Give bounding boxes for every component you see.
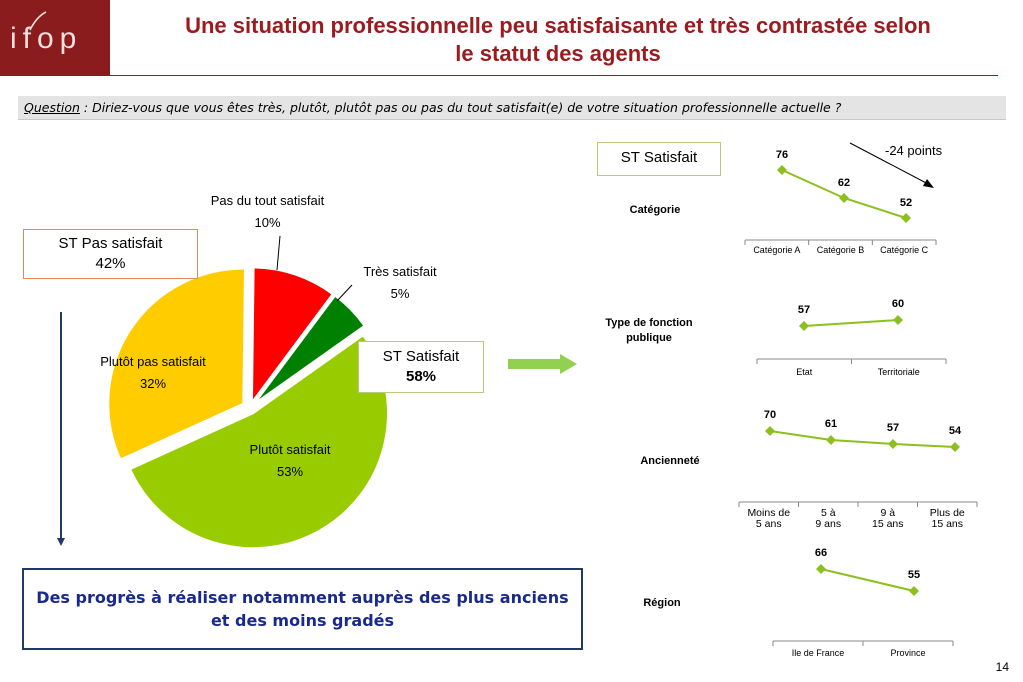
slice-pas-du-tout-satisfait <box>250 266 335 406</box>
point-anciennete <box>888 439 898 449</box>
label-tres-value: 5% <box>390 286 410 301</box>
logo-text: ifop <box>10 22 82 55</box>
conclusion-line-1: Des progrès à réaliser notamment auprès … <box>36 588 569 607</box>
label-plutot-pas: Plutôt pas satisfait 32% <box>78 351 228 395</box>
row-label-fonction-l2: publique <box>626 332 672 344</box>
point-categorie <box>839 193 849 203</box>
trend-arrow-head <box>923 179 934 188</box>
st-pas-satisfait-value: 42% <box>95 255 126 272</box>
point-region <box>909 586 919 596</box>
tick-label-categorie: Catégorie B <box>817 245 865 255</box>
point-anciennete <box>826 435 836 445</box>
row-label-region: Région <box>643 597 681 609</box>
series-line-region <box>820 568 915 592</box>
title-divider <box>110 75 998 76</box>
leader-tres <box>336 284 353 302</box>
label-plutot-name: Plutôt satisfait <box>249 442 331 457</box>
row-label-categorie: Catégorie <box>629 204 681 216</box>
label-tres-name: Très satisfait <box>363 264 437 279</box>
tick-label-region: Ile de France <box>792 648 845 658</box>
line-chart-region: Ile de France Province 66 55 <box>772 547 954 658</box>
series-line-fonction <box>803 319 899 327</box>
right-arrow <box>508 354 577 374</box>
slice-plutot-pas-satisfait <box>107 267 247 461</box>
st-satisfait-box: ST Satisfait 58% <box>358 341 484 393</box>
drop-label: -24 points <box>885 143 943 158</box>
label-tres: Très satisfait 5% <box>340 261 460 305</box>
value-label-categorie: 76 <box>776 149 788 161</box>
value-label-anciennete: 70 <box>764 409 776 421</box>
title-line-1: Une situation professionnelle peu satisf… <box>185 13 931 38</box>
tick-label-fonction: Territoriale <box>878 367 920 377</box>
point-fonction <box>799 321 809 331</box>
st-satisfait-label: ST Satisfait <box>382 348 460 365</box>
row-label-fonction-l1: Type de fonction <box>605 317 693 329</box>
st-pas-satisfait-label: ST Pas satisfait <box>58 235 163 252</box>
value-label-fonction: 57 <box>798 304 810 316</box>
tick-label-anciennete: 9 à 15 ans <box>872 507 904 530</box>
point-categorie <box>901 213 911 223</box>
st-pas-satisfait-box: ST Pas satisfait 42% <box>23 229 198 279</box>
conclusion-line-2: et des moins gradés <box>210 611 395 630</box>
question-text: : Diriez-vous que vous êtes très, plutôt… <box>79 100 842 115</box>
value-label-categorie: 52 <box>900 197 912 209</box>
tick-label-anciennete: Plus de 15 ans <box>930 507 965 530</box>
label-plutot-pas-value: 32% <box>139 376 167 391</box>
page-number: 14 <box>995 660 1009 674</box>
slice-tres-satisfait <box>253 294 366 405</box>
conclusion-box: Des progrès à réaliser notamment auprès … <box>22 568 583 650</box>
line-chart-fonction: Etat Territoriale 57 60 <box>756 298 947 377</box>
series-line-anciennete <box>769 430 956 448</box>
question-label: Question <box>24 100 80 115</box>
value-label-fonction: 60 <box>892 298 904 310</box>
line-chart-categorie: Catégorie A Catégorie B Catégorie C 76 62 52 <box>744 149 937 255</box>
value-label-anciennete: 54 <box>949 425 962 437</box>
label-pas-du-tout-value: 10% <box>254 215 281 230</box>
point-anciennete <box>765 426 775 436</box>
tick-label-region: Province <box>890 648 925 658</box>
title-line-2: le statut des agents <box>455 41 661 66</box>
point-anciennete <box>950 442 960 452</box>
question-bar: Question : Diriez-vous que vous êtes trè… <box>18 96 1006 120</box>
value-label-anciennete: 61 <box>825 418 837 430</box>
value-label-region: 55 <box>908 569 920 581</box>
row-label-anciennete: Ancienneté <box>640 455 700 467</box>
st-satisfait-value: 58% <box>405 368 437 385</box>
row-label-fonction: Type de fonction publique <box>589 316 709 346</box>
logo-swoosh <box>29 11 47 31</box>
value-label-anciennete: 57 <box>887 422 899 434</box>
st-satisfait-header-box: ST Satisfait <box>597 142 721 176</box>
tick-label-anciennete: Moins de 5 ans <box>747 507 790 530</box>
point-categorie <box>777 165 787 175</box>
trend-arrow-line <box>849 142 931 186</box>
ifop-logo: ifop <box>0 0 110 76</box>
leader-pas-du-tout <box>276 235 281 271</box>
tick-label-categorie: Catégorie C <box>880 245 929 255</box>
label-pas-du-tout-name: Pas du tout satisfait <box>210 193 325 208</box>
value-label-categorie: 62 <box>838 177 850 189</box>
label-pas-du-tout: Pas du tout satisfait 10% <box>190 190 345 234</box>
point-fonction <box>893 315 903 325</box>
point-region <box>816 564 826 574</box>
ifop-logo-mark: ifop <box>10 11 82 55</box>
page-title: Une situation professionnelle peu satisf… <box>118 12 998 68</box>
label-plutot: Plutôt satisfait 53% <box>220 439 360 483</box>
down-arrow-head <box>57 538 65 546</box>
value-label-region: 66 <box>815 547 827 559</box>
tick-label-fonction: Etat <box>796 367 813 377</box>
label-plutot-pas-name: Plutôt pas satisfait <box>100 354 206 369</box>
label-plutot-value: 53% <box>276 464 304 479</box>
tick-label-categorie: Catégorie A <box>753 245 800 255</box>
